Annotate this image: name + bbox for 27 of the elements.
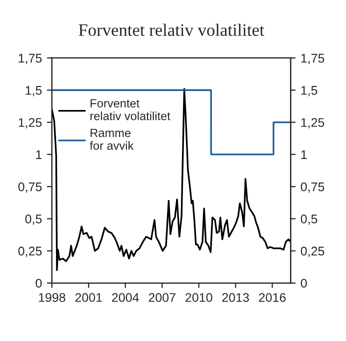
y2-tick-label: 0	[300, 278, 307, 288]
line-series	[52, 88, 291, 272]
y2-tick-label: 0,25	[300, 246, 324, 258]
y-tick-label: 0	[36, 278, 42, 288]
y-tick-label: 0,25	[18, 246, 42, 258]
x-tick-label: 2004	[112, 293, 139, 302]
y-tick-label: 0,75	[18, 182, 42, 193]
x-tick-label: 2010	[186, 293, 212, 302]
legend-label: Ramme for avvik	[90, 128, 134, 150]
y2-tick-label: 1	[301, 150, 307, 159]
y2-tick-label: 1,5	[301, 86, 318, 96]
y-tick-label: 1,75	[18, 54, 42, 64]
y2-tick-label: 0,75	[300, 182, 324, 193]
chart-title: Forventet relativ volatilitet	[78, 24, 264, 36]
y-tick-label: 1,25	[18, 118, 42, 128]
y-tick-label: 1,5	[26, 86, 42, 96]
y2-tick-label: 1,25	[301, 118, 324, 128]
y2-tick-label: 0,5	[300, 214, 318, 225]
x-tick-label: 1998	[38, 293, 66, 302]
y-tick-label: 1	[36, 150, 42, 159]
x-tick-label: 2013	[222, 293, 249, 302]
x-tick-label: 2001	[75, 293, 102, 302]
legend-label: Forventet relativ volatilitet	[90, 99, 170, 120]
x-tick-label: 2007	[148, 293, 176, 302]
x-tick-label: 2016	[259, 293, 286, 302]
y-tick-label: 0,5	[25, 214, 42, 225]
y2-tick-label: 1,75	[301, 54, 324, 64]
